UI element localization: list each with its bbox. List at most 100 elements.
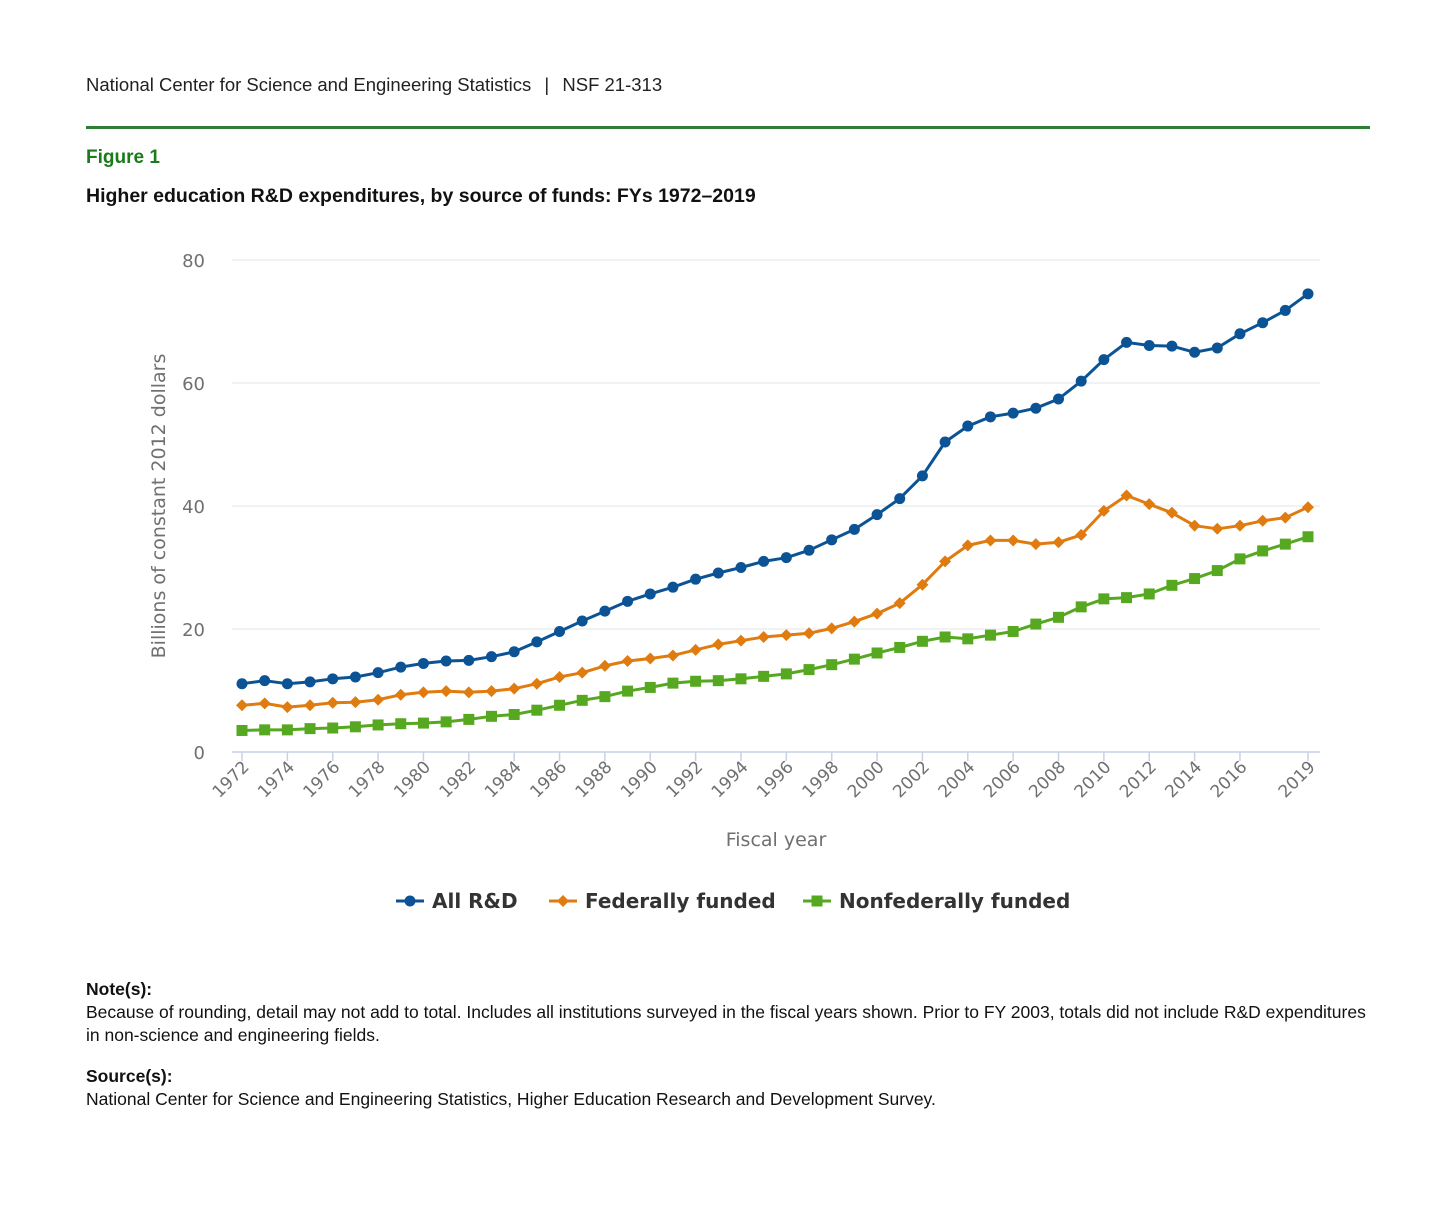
x-tick-label: 2000 xyxy=(844,757,889,802)
data-series xyxy=(236,288,1314,736)
y-axis-label: Billions of constant 2012 dollars xyxy=(148,354,170,659)
data-point-federally-funded xyxy=(462,686,475,699)
data-point-all-rd xyxy=(259,675,271,687)
report-header: National Center for Science and Engineer… xyxy=(86,74,662,96)
data-point-all-rd xyxy=(599,605,611,617)
x-tick-label: 2012 xyxy=(1116,757,1161,802)
data-point-nonfederally-funded xyxy=(690,675,702,687)
data-point-federally-funded xyxy=(485,685,498,698)
notes-text: Because of rounding, detail may not add … xyxy=(86,1002,1366,1045)
x-tick-label: 1986 xyxy=(526,757,571,802)
data-point-all-rd xyxy=(1257,317,1269,329)
data-point-all-rd xyxy=(1189,346,1201,358)
data-point-nonfederally-funded xyxy=(962,633,974,645)
figure-label: Figure 1 xyxy=(86,147,160,168)
data-point-all-rd xyxy=(939,436,951,448)
data-point-nonfederally-funded xyxy=(372,719,384,731)
data-point-nonfederally-funded xyxy=(644,681,656,693)
data-point-all-rd xyxy=(826,534,838,546)
data-point-all-rd xyxy=(463,654,475,666)
data-point-federally-funded xyxy=(1233,519,1246,532)
data-point-all-rd xyxy=(531,636,543,648)
data-point-all-rd xyxy=(644,588,656,600)
x-tick-label: 1982 xyxy=(436,757,481,802)
data-point-nonfederally-funded xyxy=(803,664,815,676)
gridlines xyxy=(232,259,1320,630)
data-point-federally-funded xyxy=(1097,504,1110,517)
legend-label-federally-funded: Federally funded xyxy=(585,889,776,913)
x-tick-label: 2002 xyxy=(889,757,934,802)
data-point-nonfederally-funded xyxy=(259,724,271,736)
notes-heading: Note(s): xyxy=(86,979,153,999)
data-point-nonfederally-funded xyxy=(939,631,951,643)
data-point-federally-funded xyxy=(1188,519,1201,532)
data-point-nonfederally-funded xyxy=(463,713,475,725)
data-point-all-rd xyxy=(962,420,974,432)
data-point-federally-funded xyxy=(440,685,453,698)
data-point-nonfederally-funded xyxy=(1302,531,1314,543)
data-point-all-rd xyxy=(712,567,724,579)
data-point-nonfederally-funded xyxy=(1075,601,1087,613)
y-tick-label: 60 xyxy=(182,374,205,395)
data-point-all-rd xyxy=(372,667,384,679)
data-point-federally-funded xyxy=(644,652,657,665)
series-nonfederally-funded xyxy=(236,531,1314,736)
data-point-nonfederally-funded xyxy=(1279,538,1291,550)
data-point-all-rd xyxy=(1234,328,1246,340)
data-point-federally-funded xyxy=(871,607,884,620)
data-point-federally-funded xyxy=(1302,501,1314,514)
x-tick-label: 2019 xyxy=(1275,757,1320,802)
data-point-all-rd xyxy=(780,552,792,564)
data-point-all-rd xyxy=(1030,402,1042,414)
data-point-all-rd xyxy=(871,509,883,521)
data-point-federally-funded xyxy=(1279,511,1292,524)
x-tick-label: 1988 xyxy=(572,757,617,802)
series-line-nonfederally-funded xyxy=(241,535,1309,732)
y-tick-label: 0 xyxy=(194,743,205,764)
source-heading: Source(s): xyxy=(86,1066,173,1086)
data-point-all-rd xyxy=(690,573,702,585)
data-point-federally-funded xyxy=(372,693,385,706)
data-point-nonfederally-funded xyxy=(417,717,429,729)
data-point-federally-funded xyxy=(1075,528,1088,541)
data-point-federally-funded xyxy=(984,534,997,547)
figure-title: Higher education R&D expenditures, by so… xyxy=(86,185,756,207)
data-point-nonfederally-funded xyxy=(508,708,520,720)
data-point-federally-funded xyxy=(394,688,407,701)
data-point-nonfederally-funded xyxy=(1007,625,1019,637)
legend: All R&D Federally funded Nonfederally fund… xyxy=(396,889,1070,913)
data-point-federally-funded xyxy=(553,670,566,683)
data-point-all-rd xyxy=(508,646,520,658)
x-tick-label: 2016 xyxy=(1207,757,1252,802)
data-point-all-rd xyxy=(1166,340,1178,352)
x-tick-label: 1994 xyxy=(708,757,753,802)
data-point-federally-funded xyxy=(712,638,725,651)
legend-item-federally-funded: Federally funded xyxy=(549,889,776,913)
data-point-all-rd xyxy=(1007,407,1019,419)
x-tick-label: 1996 xyxy=(753,757,798,802)
data-point-federally-funded xyxy=(780,629,793,642)
data-point-nonfederally-funded xyxy=(1166,579,1178,591)
data-point-nonfederally-funded xyxy=(916,635,928,647)
data-point-federally-funded xyxy=(734,634,747,647)
data-point-nonfederally-funded xyxy=(894,641,906,653)
data-point-federally-funded xyxy=(1120,489,1133,502)
y-tick-label: 40 xyxy=(182,497,205,518)
data-point-nonfederally-funded xyxy=(826,659,838,671)
data-point-nonfederally-funded xyxy=(349,721,361,733)
data-point-all-rd xyxy=(848,523,860,535)
series-all-rd xyxy=(236,288,1314,690)
source-text: National Center for Science and Engineer… xyxy=(86,1089,936,1109)
legend-item-nonfederally-funded: Nonfederally funded xyxy=(803,889,1070,913)
data-point-federally-funded xyxy=(803,627,816,640)
x-tick-label: 2004 xyxy=(935,757,980,802)
data-point-all-rd xyxy=(1279,304,1291,316)
data-point-federally-funded xyxy=(326,696,339,709)
data-point-federally-funded xyxy=(1029,538,1042,551)
data-point-federally-funded xyxy=(621,654,634,667)
data-point-all-rd xyxy=(1121,336,1133,348)
data-point-federally-funded xyxy=(281,701,294,714)
header-report-id: NSF 21-313 xyxy=(562,74,663,95)
data-point-nonfederally-funded xyxy=(327,722,339,734)
